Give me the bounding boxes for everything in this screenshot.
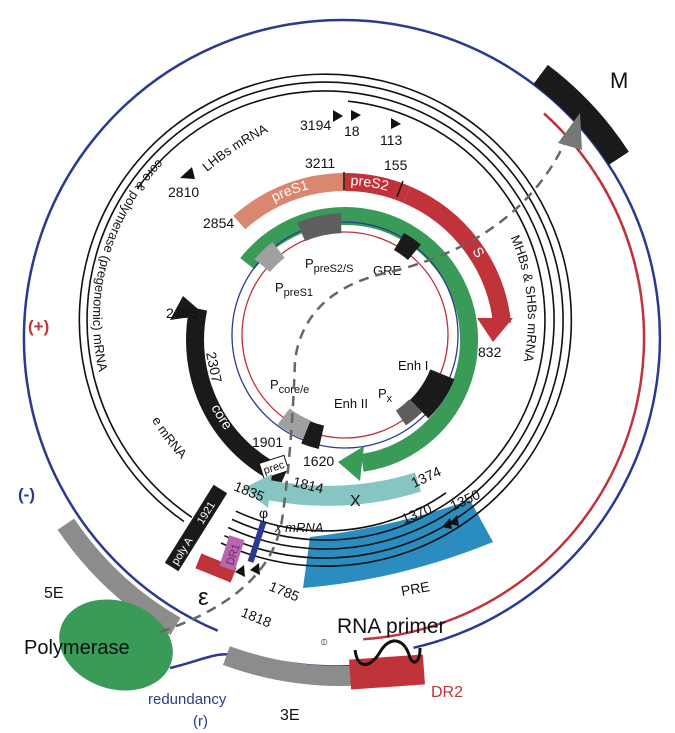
s-orf-arrowhead [477,318,513,342]
arrow-1818 [250,563,260,575]
plus-strand-incomplete [543,112,643,297]
e-mrna-label: e mRNA [149,414,190,462]
5e-label: 5E [44,585,64,602]
phi-element [247,521,267,563]
pos-1785: 1785 [267,578,302,605]
rna-primer-label: RNA primer [337,615,446,638]
p-pres2-label: PpreS2/S [305,256,353,275]
arrow-1370 [442,518,452,529]
p-pres1-promoter [254,242,285,273]
pos-832: 832 [478,344,502,360]
transcription-start-arrows [180,110,459,577]
lhbs-mrna-line [136,90,555,550]
redundancy-label: redundancy [148,691,227,708]
x-mrna-line [235,492,447,532]
lhbs-mrna-label: LHBs mRNA [199,121,270,175]
p-pres2-promoter [297,213,342,242]
plus-strand-inner [241,231,449,439]
pos-2456: 2456 [166,305,197,321]
pregenomic-mrna-line [78,73,573,567]
dr2-box [349,654,425,690]
gre-element [393,232,421,261]
m-label: M [610,68,628,93]
dr1-box [219,535,245,571]
x-mrna-label: x mRNA [274,520,323,535]
pre-label: PRE [400,578,431,599]
pres2-s-boundary [396,180,404,198]
pos-1818: 1818 [239,604,274,631]
pos-2854: 2854 [203,215,234,231]
enh2-label: Enh II [334,396,368,411]
core-orf [186,306,288,486]
minus-strand-inner [231,221,459,449]
pos-155: 155 [384,157,408,173]
pos-113: 113 [380,132,403,148]
px-label: Px [378,386,393,405]
mhbs-mrna-line [231,100,546,541]
plus-strand-dna [363,112,646,641]
3e-label: 3E [280,707,300,724]
primer-translocation-path [159,139,568,634]
pos-1620: 1620 [303,453,334,469]
px-promoter [395,399,423,426]
arrow-3194 [333,110,343,122]
pres2-label: preS2 [350,172,391,194]
pre-element [303,500,493,588]
redundancy-abbr: (r) [193,713,208,730]
enh1-label: Enh I [398,358,428,373]
polymerase-protein [59,599,173,691]
arrow-1350 [449,515,459,526]
5e-domain [57,518,181,636]
pos-1814: 1814 [291,473,325,496]
polya-box [164,484,228,572]
enh2-element [301,421,325,449]
epsilon-element [195,553,237,583]
pcore-label: Pcore/e [270,377,309,396]
pos-1374: 1374 [409,463,444,491]
minus-strand-label: (-) [18,485,35,504]
polymerase-label: Polymerase [24,637,130,659]
dr1-element: DR1 [219,535,245,571]
pres2-orf [344,173,411,203]
arrow-1785 [235,565,245,577]
prec-box [258,454,290,480]
plus-strand-label: (+) [28,317,49,336]
pos-1901: 1901 [252,434,283,450]
x-label: X [350,493,361,510]
epsilon-label: ε [198,584,209,611]
minus-strand-dna [22,18,662,650]
phi-symbol: ⦶ [320,637,328,647]
pos-2307: 2307 [203,350,225,384]
enh1-element [409,368,455,419]
polymerase-orf-arrowhead [338,446,364,481]
x-orf-arrowhead [244,474,272,508]
pos-3211: 3211 [305,155,335,171]
rna-primer-wave [353,639,422,666]
arrow-18 [351,110,361,121]
pos-3194: 3194 [300,117,331,133]
polya-signal: poly A 1921 [164,484,228,572]
pos-18: 18 [344,123,360,139]
m-domain [533,64,629,165]
pos-2810: 2810 [168,184,199,200]
pres1-orf [233,173,346,230]
dr2-label: DR2 [431,684,463,701]
translocation-arrowhead [558,113,582,150]
p-pres1-label: PpreS1 [275,280,313,299]
arrow-2810 [180,167,195,179]
core-orf-arrowhead [170,296,205,320]
phi-label: φ [259,505,268,521]
pregenomic-mrna-label: core & polymerase (pregenomic) mRNA [90,157,167,373]
s-orf [403,186,512,325]
arrow-113 [391,118,401,129]
x-orf [266,472,422,506]
pcore-promoter [277,408,311,439]
